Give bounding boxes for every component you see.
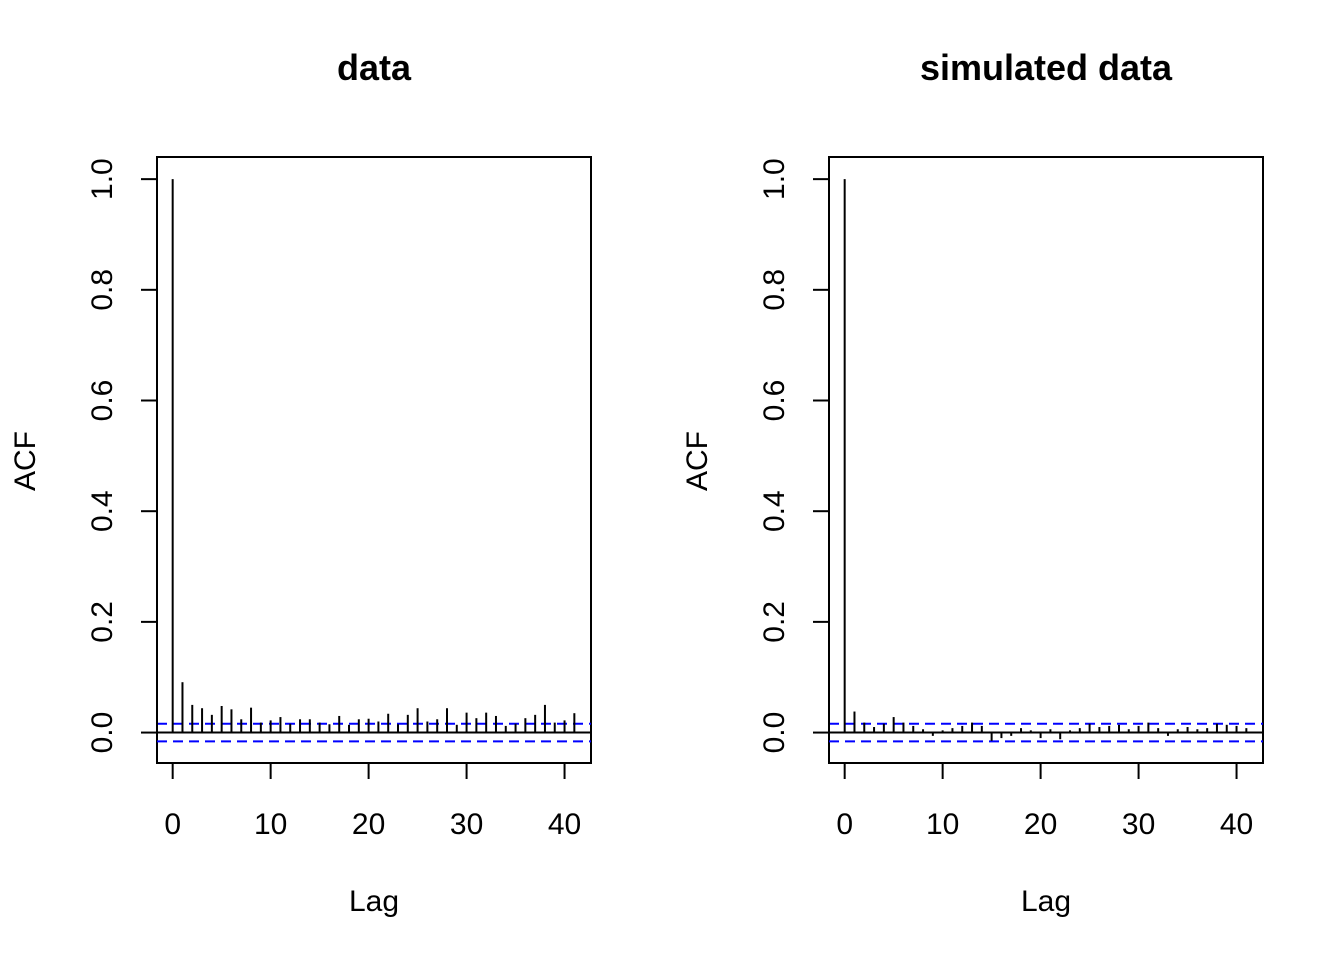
y-tick-label: 0.8 <box>758 269 791 311</box>
y-tick-label: 1.0 <box>86 158 119 200</box>
y-tick-label: 0.4 <box>86 490 119 532</box>
y-tick-label: 0.6 <box>758 380 791 422</box>
x-axis-label: Lag <box>349 885 399 918</box>
y-axis: 0.0 0.2 0.4 0.6 0.8 1.0 <box>86 158 158 754</box>
acf-panel-data: data Lag ACF 0 10 20 30 40 0.0 0.2 0.4 0.6 0.8 1.… <box>9 47 592 918</box>
acf-panel-simulated-data: simulated data Lag ACF 0 10 20 30 40 0.00.20… <box>681 47 1264 918</box>
x-tick-label: 40 <box>1220 808 1253 841</box>
x-tick-label: 40 <box>548 808 581 841</box>
plot-frame <box>156 156 592 764</box>
y-tick-label: 0.8 <box>86 269 119 311</box>
x-tick-label: 10 <box>926 808 959 841</box>
x-tick-label: 30 <box>1122 808 1155 841</box>
y-axis: 0.0 0.2 0.4 0.6 0.8 1.0 <box>758 158 830 754</box>
y-axis-label: ACF <box>9 431 42 491</box>
y-tick-label: 0.0 <box>86 712 119 754</box>
x-tick-label: 20 <box>1024 808 1057 841</box>
plot-frame <box>828 156 1264 764</box>
x-axis: 0 10 20 30 40 <box>164 762 581 841</box>
x-tick-label: 10 <box>254 808 287 841</box>
x-tick-label: 0 <box>836 808 853 841</box>
acf-bars <box>829 179 1263 743</box>
y-tick-label: 0.6 <box>86 380 119 422</box>
y-axis-label: ACF <box>681 431 714 491</box>
chart-title: simulated data <box>920 47 1173 88</box>
y-tick-label: 0.2 <box>758 601 791 643</box>
x-tick-label: 30 <box>450 808 483 841</box>
y-tick-label: 1.0 <box>758 158 791 200</box>
y-tick-label: 0.0 <box>758 712 791 754</box>
chart-title: data <box>337 47 412 88</box>
x-axis: 0 10 20 30 40 <box>836 762 1253 841</box>
acf-bars <box>157 179 591 743</box>
x-tick-label: 20 <box>352 808 385 841</box>
x-tick-label: 0 <box>164 808 181 841</box>
x-axis-label: Lag <box>1021 885 1071 918</box>
y-tick-label: 0.2 <box>86 601 119 643</box>
y-tick-label: 0.4 <box>758 490 791 532</box>
